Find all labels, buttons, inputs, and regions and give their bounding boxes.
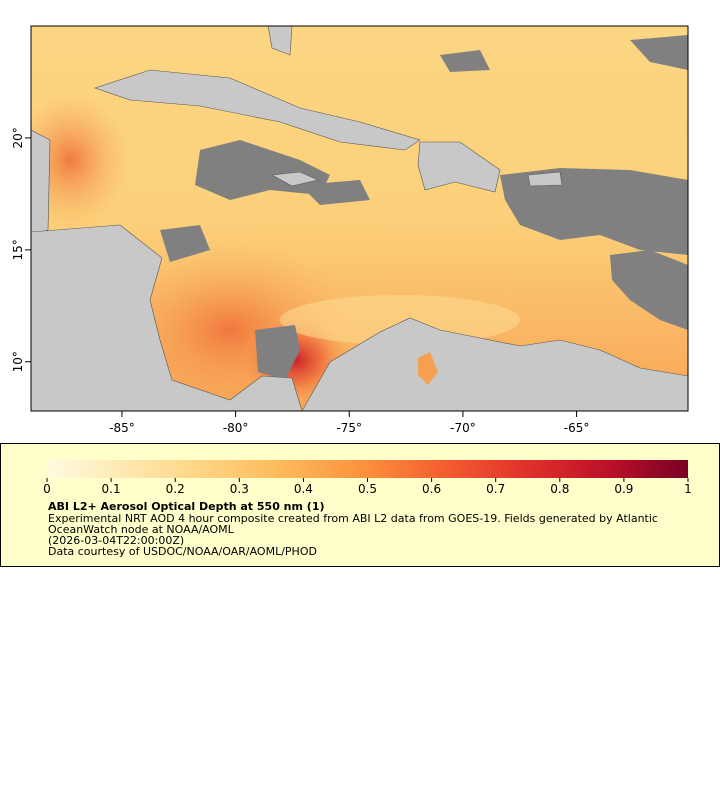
aod-area: [31, 90, 130, 230]
colorbar-tick-label: 0.6: [422, 482, 441, 496]
x-tick-label: -65°: [564, 421, 590, 435]
colorbar-tick-label: 0.7: [486, 482, 505, 496]
y-tick-label: 15°: [11, 239, 25, 260]
jamaica: [271, 171, 319, 187]
hispaniola: [417, 141, 501, 193]
legend-line: OceanWatch node at NOAA/AOML: [48, 523, 235, 536]
cloud: [440, 50, 490, 72]
legend-line: Experimental NRT AOD 4 hour composite cr…: [48, 512, 658, 525]
map-frame: [30, 25, 689, 412]
y-tick-label: 20°: [11, 127, 25, 148]
lake: [418, 352, 438, 385]
x-tick-label: -75°: [336, 421, 362, 435]
x-tick-label: -70°: [450, 421, 476, 435]
florida: [267, 26, 293, 56]
legend-title: ABI L2+ Aerosol Optical Depth at 550 nm …: [48, 500, 325, 513]
cloud: [160, 225, 210, 262]
yucatan-coast: [31, 129, 51, 236]
x-tick-label: -85°: [109, 421, 135, 435]
cloud: [610, 250, 688, 330]
central-america: [31, 224, 303, 411]
cloud: [500, 168, 688, 255]
puerto-rico: [527, 171, 563, 187]
cloud: [255, 325, 300, 380]
y-tick-label: 10°: [11, 351, 25, 372]
land: [31, 26, 688, 411]
colorbar-tick-label: 0: [43, 482, 51, 496]
cloud: [630, 35, 688, 70]
colorbar-tick-label: 0.9: [614, 482, 633, 496]
colorbar-tick-label: 1: [684, 482, 692, 496]
clouds: [160, 35, 688, 380]
colorbar-tick-label: 0.5: [358, 482, 377, 496]
legend-line: (2026-03-04T22:00:00Z): [48, 534, 184, 547]
map: [31, 26, 688, 411]
south-america: [301, 317, 688, 411]
colorbar: [47, 460, 688, 478]
colorbar-tick-label: 0.3: [230, 482, 249, 496]
colorbar-tick-label: 0.2: [166, 482, 185, 496]
legend-line: Data courtesy of USDOC/NOAA/OAR/AOML/PHO…: [48, 545, 317, 558]
colorbar-tick-label: 0.8: [550, 482, 569, 496]
aod-area: [280, 295, 520, 345]
cloud: [300, 180, 370, 205]
x-tick-label: -80°: [223, 421, 249, 435]
cuba: [94, 69, 421, 151]
colorbar-tick-label: 0.4: [294, 482, 313, 496]
colorbar-tick-label: 0.1: [102, 482, 121, 496]
